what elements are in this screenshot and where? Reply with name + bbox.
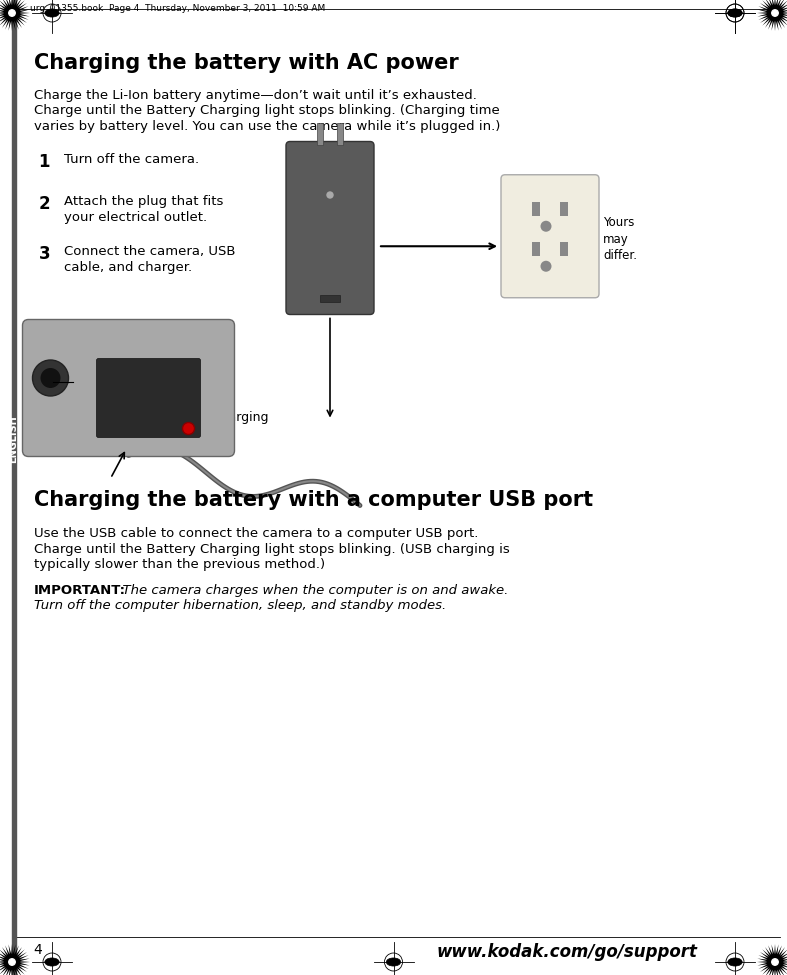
- Circle shape: [772, 958, 778, 965]
- Text: typically slower than the previous method.): typically slower than the previous metho…: [34, 559, 324, 571]
- Ellipse shape: [728, 9, 742, 17]
- Polygon shape: [757, 0, 787, 31]
- Text: Charge until the Battery Charging light stops blinking. (Charging time: Charge until the Battery Charging light …: [34, 104, 499, 118]
- Bar: [560, 202, 568, 216]
- Text: Battery Charging light:: Battery Charging light:: [76, 367, 219, 379]
- Text: IMPORTANT:: IMPORTANT:: [34, 584, 125, 597]
- Text: Charge until the Battery Charging light stops blinking. (USB charging is: Charge until the Battery Charging light …: [34, 543, 509, 556]
- Text: The camera charges when the computer is on and awake.: The camera charges when the computer is …: [113, 584, 508, 597]
- FancyBboxPatch shape: [501, 175, 599, 297]
- Text: Use the USB cable to connect the camera to a computer USB port.: Use the USB cable to connect the camera …: [34, 527, 478, 540]
- Text: urg_01355.book  Page 4  Thursday, November 3, 2011  10:59 AM: urg_01355.book Page 4 Thursday, November…: [31, 4, 326, 13]
- Text: varies by battery level. You can use the camera while it’s plugged in.): varies by battery level. You can use the…: [34, 120, 500, 133]
- Bar: [12, 0, 16, 975]
- Text: Charge the Li-Ion battery anytime—don’t wait until it’s exhausted.: Charge the Li-Ion battery anytime—don’t …: [34, 89, 476, 102]
- Text: www.kodak.com/go/support: www.kodak.com/go/support: [436, 943, 697, 961]
- Text: 1: 1: [39, 153, 50, 172]
- Text: • Blinking: still charging: • Blinking: still charging: [76, 395, 226, 408]
- Circle shape: [9, 10, 15, 17]
- Ellipse shape: [45, 958, 59, 966]
- Bar: [560, 242, 568, 256]
- Text: cable, and charger.: cable, and charger.: [64, 261, 191, 275]
- Bar: [532, 202, 540, 216]
- Bar: [320, 295, 340, 302]
- Circle shape: [40, 368, 61, 388]
- FancyBboxPatch shape: [286, 141, 374, 315]
- Ellipse shape: [728, 9, 742, 17]
- Text: Attach the plug that fits: Attach the plug that fits: [64, 196, 223, 209]
- Circle shape: [541, 260, 552, 272]
- Polygon shape: [757, 944, 787, 975]
- Circle shape: [32, 360, 68, 396]
- Text: ENGLISH: ENGLISH: [9, 415, 19, 462]
- Text: your electrical outlet.: your electrical outlet.: [64, 212, 207, 224]
- Circle shape: [9, 958, 15, 965]
- Bar: [337, 124, 343, 145]
- Text: Charging the battery with a computer USB port: Charging the battery with a computer USB…: [34, 490, 593, 511]
- Text: Turn off the computer hibernation, sleep, and standby modes.: Turn off the computer hibernation, sleep…: [34, 600, 445, 612]
- FancyBboxPatch shape: [97, 359, 201, 438]
- Text: Yours
may
differ.: Yours may differ.: [603, 216, 637, 262]
- Circle shape: [541, 220, 552, 232]
- Bar: [317, 124, 323, 145]
- Text: • Steady On: finished charging: • Steady On: finished charging: [76, 411, 269, 424]
- Text: Connect the camera, USB: Connect the camera, USB: [64, 246, 235, 258]
- Bar: [532, 242, 540, 256]
- Text: 2: 2: [39, 196, 50, 214]
- Circle shape: [183, 422, 194, 435]
- Text: Charging the battery with AC power: Charging the battery with AC power: [34, 53, 458, 73]
- Ellipse shape: [45, 9, 59, 17]
- Polygon shape: [0, 0, 30, 31]
- Polygon shape: [0, 944, 30, 975]
- FancyBboxPatch shape: [23, 320, 235, 456]
- Text: 3: 3: [39, 246, 50, 263]
- Text: Turn off the camera.: Turn off the camera.: [64, 153, 198, 167]
- Text: 4: 4: [34, 943, 42, 957]
- Circle shape: [327, 192, 333, 198]
- Circle shape: [772, 10, 778, 17]
- Ellipse shape: [386, 958, 401, 966]
- Ellipse shape: [728, 958, 742, 966]
